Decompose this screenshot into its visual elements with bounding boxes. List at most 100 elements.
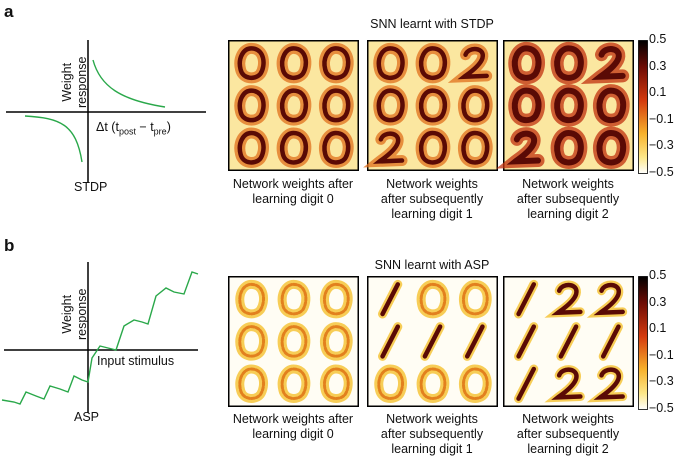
digit-0-weight-map — [276, 85, 312, 126]
digit-1-weight-map — [420, 322, 445, 361]
colorbar-tick-label: −0.3 — [649, 374, 674, 389]
asp-x-label: Input stimulus — [97, 354, 175, 368]
grid-frame — [228, 40, 359, 171]
digit-2-weight-map — [586, 365, 628, 403]
stdp-positive-curve — [92, 59, 166, 108]
colorbar-gradient — [638, 276, 648, 410]
caption-line: learning digit 2 — [527, 442, 609, 456]
caption-line: learning digit 0 — [252, 427, 334, 441]
caption-line: after subsequently — [516, 192, 620, 206]
digit-0-weight-map — [593, 84, 630, 127]
digit-0-weight-map — [415, 85, 451, 126]
colorbar-tick-label: −0.1 — [649, 111, 674, 126]
digit-1-weight-map — [378, 279, 403, 319]
stdp-negative-curve — [24, 115, 83, 163]
digit-0-weight-map — [373, 42, 409, 84]
digit-1-weight-map — [514, 322, 539, 361]
digit-0-weight-map — [319, 85, 354, 126]
stdp-label: STDP — [74, 180, 108, 194]
asp-label: ASP — [74, 410, 100, 424]
digit-1-weight-map — [514, 364, 539, 404]
stdp-x-label: Δt (tpost − tpre) — [96, 120, 171, 137]
asp-schematic — [1, 262, 199, 413]
digit-2-weight-map — [580, 42, 630, 84]
weight-grid-3 — [503, 276, 634, 407]
digit-0-weight-map — [508, 84, 546, 127]
digit-0-weight-map — [550, 84, 588, 127]
stdp-title: SNN learnt with STDP — [370, 17, 494, 31]
digit-1-weight-map — [556, 322, 581, 361]
digit-0-weight-map — [319, 127, 354, 168]
colorbar-tick-label: −0.3 — [649, 138, 674, 153]
digit-0-weight-map — [508, 41, 546, 85]
asp-y-label: Weight response — [60, 288, 89, 340]
digit-0-weight-map — [277, 364, 311, 403]
colorbar-tick-label: 0.5 — [649, 268, 667, 282]
digit-0-weight-map — [234, 42, 270, 84]
digit-0-weight-map — [550, 41, 588, 85]
weight-grid-3 — [496, 40, 634, 171]
caption-line: after subsequently — [516, 427, 620, 441]
caption-line: Network weights — [386, 177, 478, 191]
digit-0-weight-map — [459, 364, 492, 403]
digit-1-weight-map — [598, 322, 623, 361]
digit-0-weight-map — [374, 364, 408, 403]
digit-0-weight-map — [458, 127, 493, 168]
digit-0-weight-map — [277, 279, 311, 319]
digit-0-weight-map — [415, 42, 451, 84]
digit-0-weight-map — [319, 42, 354, 84]
caption-line: Network weights after — [232, 412, 354, 426]
weight-grid-2 — [367, 276, 498, 407]
caption-line: after subsequently — [380, 427, 484, 441]
grid-caption-3: Network weights after subsequently learnin… — [502, 177, 634, 222]
caption-line: learning digit 2 — [527, 207, 609, 221]
digit-0-weight-map — [276, 127, 312, 168]
colorbar-tick-label: 0.3 — [649, 294, 667, 309]
colorbar-tick-label: −0.1 — [649, 347, 674, 362]
stdp-y-label: Weight response — [60, 56, 89, 108]
caption-line: learning digit 0 — [252, 192, 334, 206]
digit-1-weight-map — [378, 322, 403, 361]
digit-0-weight-map — [320, 279, 353, 319]
digit-2-weight-map — [447, 43, 493, 83]
caption-line: Network weights after — [232, 177, 354, 191]
digit-2-weight-map — [544, 280, 585, 318]
panel-a-letter: a — [4, 2, 14, 21]
grid-caption-3: Network weights after subsequently learnin… — [502, 412, 634, 457]
grid-caption-2: Network weights after subsequently learnin… — [366, 412, 498, 457]
colorbar-tick-label: 0.5 — [649, 32, 667, 46]
digit-1-weight-map — [514, 279, 539, 319]
digit-0-weight-map — [320, 322, 353, 361]
digit-0-weight-map — [320, 364, 353, 403]
colorbar-tick-label: 0.1 — [649, 321, 667, 336]
digit-0-weight-map — [458, 85, 493, 126]
colorbar-gradient — [638, 40, 648, 174]
digit-0-weight-map — [416, 364, 450, 403]
caption-line: learning digit 1 — [391, 442, 473, 456]
colorbar-tick-label: 0.1 — [649, 85, 667, 100]
digit-2-weight-map — [544, 365, 585, 403]
asp-curve — [1, 271, 199, 405]
caption-line: learning digit 1 — [391, 207, 473, 221]
weight-grid-1 — [228, 40, 359, 171]
digit-0-weight-map — [235, 322, 269, 361]
weight-grid-1 — [228, 276, 359, 407]
grid-caption-1: Network weights after learning digit 0 — [227, 412, 359, 442]
panel-b-letter: b — [4, 236, 15, 255]
caption-line: Network weights — [386, 412, 478, 426]
digit-0-weight-map — [416, 279, 450, 319]
grid-caption-2: Network weights after subsequently learnin… — [366, 177, 498, 222]
colorbar-tick-label: −0.5 — [649, 165, 674, 179]
digit-1-weight-map — [462, 322, 487, 361]
digit-2-weight-map — [586, 280, 628, 318]
digit-0-weight-map — [276, 42, 312, 84]
digit-0-weight-map — [459, 279, 492, 319]
stdp-schematic — [6, 40, 206, 182]
digit-0-weight-map — [593, 126, 630, 169]
digit-0-weight-map — [550, 126, 588, 169]
digit-0-weight-map — [373, 85, 409, 126]
caption-line: after subsequently — [380, 192, 484, 206]
grid-caption-1: Network weights after learning digit 0 — [227, 177, 359, 207]
digit-0-weight-map — [415, 127, 451, 168]
caption-line: Network weights — [522, 412, 614, 426]
